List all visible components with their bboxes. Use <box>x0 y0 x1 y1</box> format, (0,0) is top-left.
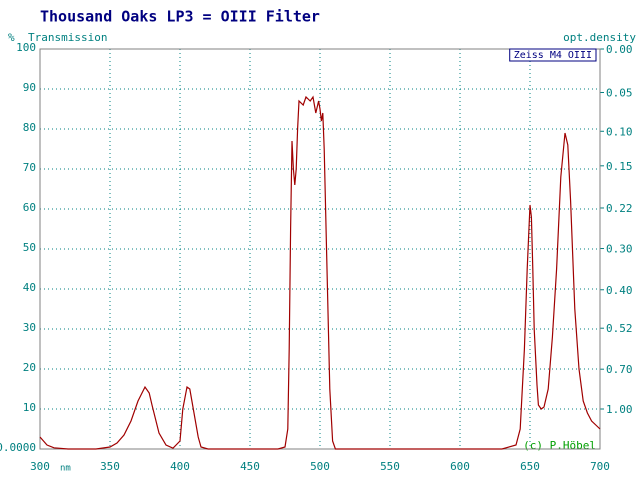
y-tick-label: 60 <box>23 201 36 214</box>
x-tick-label: 450 <box>240 460 260 473</box>
legend-box <box>509 48 597 62</box>
x-tick-label: 700 <box>590 460 610 473</box>
x-tick-label: 400 <box>170 460 190 473</box>
y-tick-label: 0.0000 <box>0 441 36 454</box>
x-tick-label: 550 <box>380 460 400 473</box>
legend-label: Zeiss M4 OIII <box>514 50 592 61</box>
x-tick-label: 350 <box>100 460 120 473</box>
data-line <box>39 95 601 450</box>
y-tick-label: 70 <box>23 161 36 174</box>
y-tick-label: 20 <box>23 361 36 374</box>
y-unit: % <box>8 31 15 44</box>
y2-axis-label: opt.density <box>563 31 636 44</box>
y2-tick-label: 0.00 <box>606 43 633 56</box>
credit: (c) P.Höbel <box>523 439 596 452</box>
y2-tick-label: 0.52 <box>606 322 633 335</box>
y2-tick-label: 0.70 <box>606 363 633 376</box>
x-tick-label: 500 <box>310 460 330 473</box>
y-tick-label: 90 <box>23 81 36 94</box>
y2-tick-label: 0.40 <box>606 284 633 297</box>
y2-tick-label: 0.05 <box>606 86 633 99</box>
y2-tick-label: 1.00 <box>606 403 633 416</box>
y2-tick-label: 0.15 <box>606 160 633 173</box>
x-axis-label: nm <box>60 464 71 474</box>
y2-tick-label: 0.22 <box>606 202 633 215</box>
x-tick-label: 600 <box>450 460 470 473</box>
y-tick-label: 50 <box>23 241 36 254</box>
chart-title: Thousand Oaks LP3 = OIII Filter <box>40 8 320 26</box>
plot-frame <box>39 48 601 450</box>
x-tick-label: 300 <box>30 460 50 473</box>
y-tick-label: 30 <box>23 321 36 334</box>
y-tick-label: 100 <box>16 41 36 54</box>
y-tick-label: 80 <box>23 121 36 134</box>
x-tick-label: 650 <box>520 460 540 473</box>
y-tick-label: 10 <box>23 401 36 414</box>
y2-tick-label: 0.30 <box>606 243 633 256</box>
y-tick-label: 40 <box>23 281 36 294</box>
y-axis-label: Transmission <box>28 31 107 44</box>
y2-tick-label: 0.10 <box>606 125 633 138</box>
